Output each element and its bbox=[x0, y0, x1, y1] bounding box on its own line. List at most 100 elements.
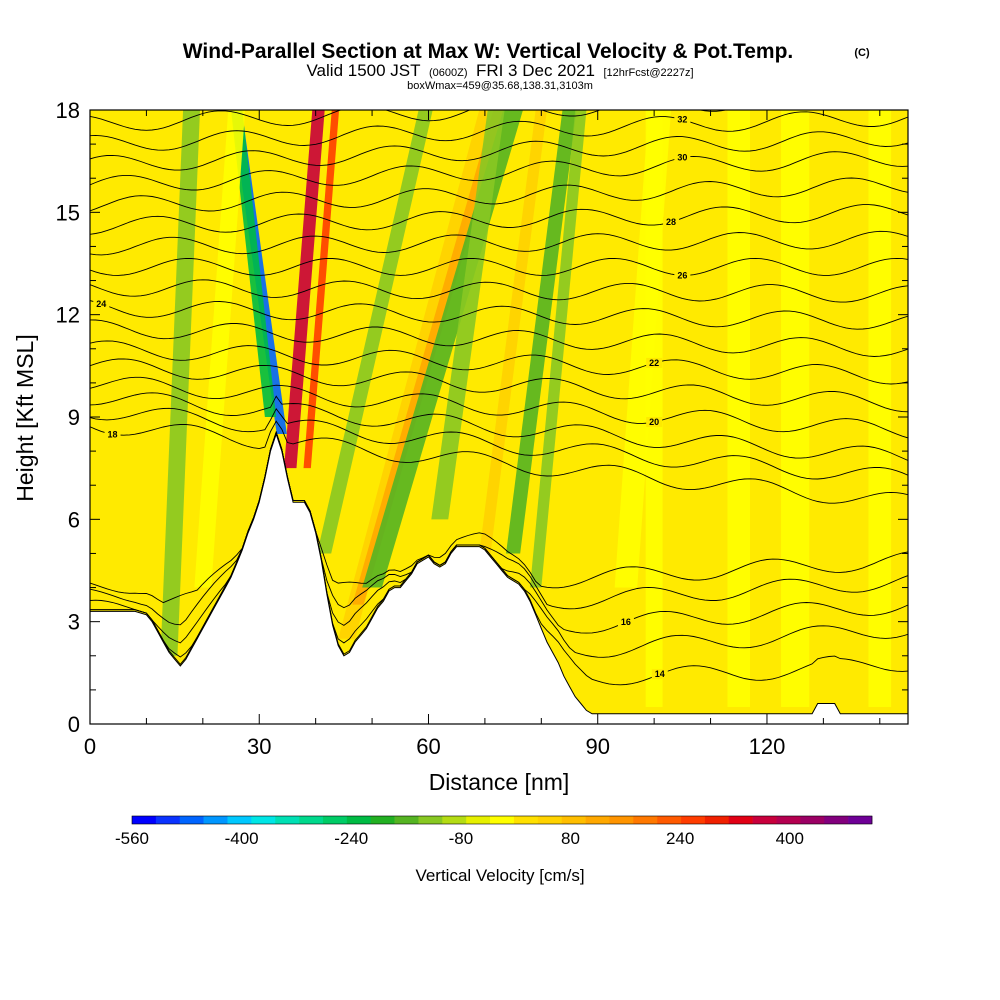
vv-band-1 bbox=[303, 110, 340, 469]
theta-label-bg-18 bbox=[674, 152, 691, 163]
colorbar-swatch bbox=[299, 816, 324, 824]
x-tick-label: 0 bbox=[84, 734, 96, 759]
vv-band-0 bbox=[284, 110, 325, 469]
colorbar-swatch bbox=[776, 816, 801, 824]
theta-contour-5 bbox=[90, 420, 908, 504]
terrain bbox=[90, 432, 908, 724]
theta-label-16: 28 bbox=[666, 217, 676, 227]
vv-band-17 bbox=[781, 110, 810, 707]
colorbar-swatch bbox=[322, 816, 348, 824]
vv-band-13 bbox=[431, 110, 505, 520]
y-tick-label: 3 bbox=[68, 610, 80, 635]
copyright-mark: (C) bbox=[854, 47, 870, 59]
theta-label-bg-12 bbox=[93, 298, 110, 309]
vv-band-5 bbox=[352, 110, 505, 605]
theta-label-bg-20 bbox=[674, 114, 691, 125]
theta-contour-10 bbox=[90, 340, 908, 385]
colorbar-tick-label: 400 bbox=[776, 829, 804, 848]
x-tick-label: 30 bbox=[247, 734, 271, 759]
y-tick-label: 12 bbox=[56, 303, 80, 328]
theta-label-14: 26 bbox=[677, 270, 687, 280]
x-tick-label: 120 bbox=[749, 734, 786, 759]
vv-band-10 bbox=[530, 110, 587, 588]
x-tick-label: 60 bbox=[416, 734, 440, 759]
valid-time-line: Valid 1500 JST (0600Z) FRI 3 Dec 2021 [1… bbox=[306, 61, 693, 80]
colorbar-swatch bbox=[561, 816, 586, 824]
x-tick-label: 90 bbox=[585, 734, 609, 759]
x-axis-ticks: 0 30 60 90 120 bbox=[84, 110, 881, 759]
theta-contour-13 bbox=[90, 279, 908, 303]
theta-contour-8 bbox=[90, 376, 908, 439]
theta-contour-12 bbox=[90, 300, 908, 330]
theta-label-bg-14 bbox=[674, 270, 691, 281]
theta-label-18: 30 bbox=[677, 152, 687, 162]
theta-contour-17 bbox=[90, 177, 908, 212]
colorbar-swatch bbox=[609, 816, 634, 824]
theta-contour-15 bbox=[90, 230, 908, 256]
vv-band-15 bbox=[645, 110, 663, 707]
y-tick-label: 0 bbox=[68, 712, 80, 737]
colorbar-swatch bbox=[394, 816, 419, 824]
colorbar-swatch bbox=[251, 816, 276, 824]
colorbar-swatch bbox=[704, 816, 730, 824]
theta-label-5: 18 bbox=[108, 429, 118, 439]
y-tick-label: 6 bbox=[68, 507, 80, 532]
colorbar-swatch bbox=[800, 816, 825, 824]
vv-band-8 bbox=[479, 110, 547, 554]
theta-label-20: 32 bbox=[677, 115, 687, 125]
colorbar-swatch bbox=[227, 816, 252, 824]
vv-band-9 bbox=[506, 110, 577, 554]
x-axis-label: Distance [nm] bbox=[429, 769, 570, 795]
colorbar-swatch bbox=[155, 816, 181, 824]
y-tick-label: 15 bbox=[56, 200, 80, 225]
colorbar-tick-label: -240 bbox=[334, 829, 368, 848]
vv-band-12 bbox=[194, 110, 246, 588]
colorbar-swatch bbox=[848, 816, 873, 824]
plot-area: 14 16 18 20 22 24 26 28 30 32 bbox=[90, 110, 908, 724]
vv-band-16 bbox=[727, 110, 751, 707]
theta-label-bg-16 bbox=[663, 217, 680, 228]
theta-label-2: 16 bbox=[621, 617, 631, 627]
colorbar-swatch bbox=[513, 816, 539, 824]
colorbar-swatch bbox=[728, 816, 753, 824]
forecast-info: [12hrFcst@2227z] bbox=[603, 67, 693, 79]
vv-band-3 bbox=[231, 110, 277, 417]
valid-utc: (0600Z) bbox=[429, 67, 468, 79]
colorbar-tick-label: -400 bbox=[225, 829, 259, 848]
colorbar-title: Vertical Velocity [cm/s] bbox=[415, 866, 584, 885]
colorbar-swatch bbox=[132, 816, 157, 824]
colorbar-swatch bbox=[203, 816, 228, 824]
colorbar-swatch bbox=[633, 816, 658, 824]
colorbar-swatch bbox=[824, 816, 849, 824]
vertical-velocity-field bbox=[160, 110, 892, 707]
box-info: boxWmax=459@35.68,138.31,3103m bbox=[407, 80, 593, 92]
theta-contour-11 bbox=[90, 319, 908, 357]
y-axis-ticks: 0 3 6 9 12 15 18 bbox=[56, 98, 908, 737]
colorbar-tick-label: -80 bbox=[449, 829, 474, 848]
colorbar-swatch bbox=[370, 816, 395, 824]
theta-label-bg-2 bbox=[617, 617, 634, 628]
theta-contour-7 bbox=[90, 392, 908, 461]
theta-contour-16 bbox=[90, 204, 908, 235]
theta-label-bg-8 bbox=[646, 417, 663, 428]
colorbar-swatch bbox=[657, 816, 682, 824]
theta-label-bg-5 bbox=[104, 429, 121, 440]
y-tick-label: 18 bbox=[56, 98, 80, 123]
theta-label-12: 24 bbox=[96, 299, 106, 309]
theta-contour-6 bbox=[90, 407, 908, 480]
colorbar-swatch bbox=[466, 816, 491, 824]
colorbar-swatch bbox=[346, 816, 372, 824]
theta-contour-14 bbox=[90, 257, 908, 276]
theta-label-8: 20 bbox=[649, 417, 659, 427]
colorbar-swatch bbox=[442, 816, 467, 824]
colorbar-swatch bbox=[418, 816, 443, 824]
vv-band-11 bbox=[160, 110, 201, 656]
valid-date: FRI 3 Dec 2021 bbox=[476, 61, 595, 80]
theta-contour-2 bbox=[90, 430, 908, 644]
valid-prefix: Valid 1500 JST bbox=[306, 61, 420, 80]
theta-label-bg-0 bbox=[651, 669, 668, 680]
colorbar: -560 -400 -240 -80 80 240 400 bbox=[115, 815, 873, 848]
theta-contour-20 bbox=[90, 111, 908, 151]
y-tick-label: 9 bbox=[68, 405, 80, 430]
